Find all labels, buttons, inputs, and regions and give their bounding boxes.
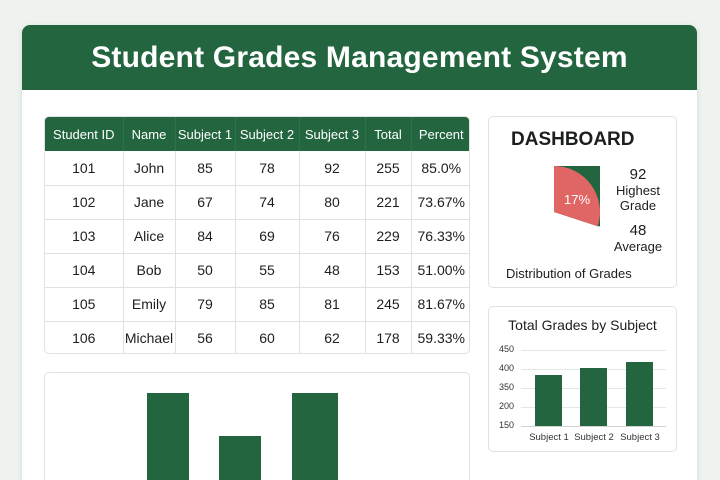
cell-total: 229 xyxy=(365,218,412,253)
y-tick: 350 xyxy=(499,382,515,392)
column-header-name[interactable]: Name xyxy=(123,117,176,151)
average-stat: 48 Average xyxy=(603,222,673,254)
page-title: Student Grades Management System xyxy=(91,40,628,74)
highest-grade-label-line2: Grade xyxy=(619,198,657,213)
cell-subject-1: 56 xyxy=(175,320,236,353)
x-tick: Subject 1 xyxy=(529,432,569,443)
table-row[interactable]: 101 John 85 78 92 255 85.0% xyxy=(45,151,469,185)
cell-subject-1: 85 xyxy=(175,151,236,185)
cell-name: Alice xyxy=(123,218,176,253)
table-row[interactable]: 103 Alice 84 69 76 229 76.33% xyxy=(45,218,469,253)
cell-percent: 59.33% xyxy=(411,320,469,353)
cell-subject-1: 67 xyxy=(175,184,236,219)
table-row[interactable]: 106 Michael 56 60 62 178 59.33% xyxy=(45,320,469,353)
cell-percent: 85.0% xyxy=(421,159,462,176)
dashboard-card: DASHBOARD 17% 83% 92 Highest Grade 48 Av… xyxy=(488,116,677,288)
student-totals-bar-chart xyxy=(44,372,470,480)
x-tick: Subject 2 xyxy=(574,432,614,443)
average-value: 48 xyxy=(629,222,647,239)
bar-subject-2[interactable] xyxy=(580,368,607,426)
cell-subject-3: 62 xyxy=(299,320,366,353)
cell-total: 178 xyxy=(365,320,412,353)
average-label: Average xyxy=(613,239,663,254)
chart-bar[interactable] xyxy=(219,436,261,480)
dashboard-title: DASHBOARD xyxy=(511,129,635,150)
cell-total: 153 xyxy=(365,252,412,287)
highest-grade-label-line1: Highest xyxy=(615,183,661,198)
cell-subject-3: 48 xyxy=(299,252,366,287)
bar-subject-1[interactable] xyxy=(535,375,562,426)
cell-subject-1: 84 xyxy=(175,218,236,253)
pie-slice-17 xyxy=(554,166,600,227)
grade-distribution-pie-chart: 17% 83% xyxy=(508,134,644,258)
cell-name: Bob xyxy=(123,252,176,287)
table-row[interactable]: 105 Emily 79 85 81 245 81.67% xyxy=(45,286,469,321)
cell-student-id: 106 xyxy=(45,320,124,353)
column-header-percent[interactable]: Percent xyxy=(411,117,469,151)
pie-label-83: 83% xyxy=(522,219,549,234)
y-tick: 150 xyxy=(499,420,515,430)
cell-percent: 73.67% xyxy=(411,184,469,219)
app-header: Student Grades Management System xyxy=(22,25,697,90)
total-grades-by-subject-chart: Total Grades by Subject 450 400 350 200 … xyxy=(488,306,677,452)
column-header-student-id[interactable]: Student ID xyxy=(45,117,124,151)
gridline xyxy=(521,350,666,351)
cell-subject-2: 74 xyxy=(235,184,300,219)
cell-name: Emily xyxy=(123,286,176,321)
cell-total: 255 xyxy=(365,151,412,185)
y-tick: 200 xyxy=(499,401,515,411)
cell-percent: 76.33% xyxy=(411,218,469,253)
cell-subject-2: 55 xyxy=(235,252,300,287)
x-axis xyxy=(521,426,666,427)
cell-name: Jane xyxy=(123,184,176,219)
cell-subject-1: 50 xyxy=(175,252,236,287)
y-tick: 450 xyxy=(499,344,515,354)
chart-title: Total Grades by Subject xyxy=(508,317,657,333)
pie-caption: Distribution of Grades xyxy=(506,266,632,281)
cell-student-id: 104 xyxy=(45,252,124,287)
cell-subject-2: 60 xyxy=(235,320,300,353)
column-header-subject-2[interactable]: Subject 2 xyxy=(235,117,300,151)
table-row[interactable]: 102 Jane 67 74 80 221 73.67% xyxy=(45,184,469,219)
chart-bar[interactable] xyxy=(292,393,338,480)
chart-bar[interactable] xyxy=(147,393,189,480)
highest-grade-stat: 92 Highest Grade xyxy=(603,166,673,213)
cell-student-id: 102 xyxy=(45,184,124,219)
column-header-subject-3[interactable]: Subject 3 xyxy=(299,117,366,151)
cell-subject-3: 80 xyxy=(299,184,366,219)
cell-subject-2: 69 xyxy=(235,218,300,253)
cell-student-id: 101 xyxy=(45,151,124,185)
cell-total: 245 xyxy=(365,286,412,321)
x-tick: Subject 3 xyxy=(620,432,660,443)
column-header-subject-1[interactable]: Subject 1 xyxy=(175,117,236,151)
cell-subject-3: 76 xyxy=(299,218,366,253)
cell-student-id: 105 xyxy=(45,286,124,321)
cell-subject-1: 79 xyxy=(175,286,236,321)
column-header-total[interactable]: Total xyxy=(365,117,412,151)
cell-subject-2: 78 xyxy=(235,151,300,185)
table-row[interactable]: 104 Bob 50 55 48 153 51.00% xyxy=(45,252,469,287)
cell-subject-3: 92 xyxy=(299,151,366,185)
cell-percent: 51.00% xyxy=(411,252,469,287)
cell-name: Michael xyxy=(123,320,176,353)
grades-table: Student ID Name Subject 1 Subject 2 Subj… xyxy=(44,116,470,354)
table-header-row: Student ID Name Subject 1 Subject 2 Subj… xyxy=(45,117,469,151)
y-tick: 400 xyxy=(499,363,515,373)
pie-label-17: 17% xyxy=(564,192,591,207)
cell-percent: 81.67% xyxy=(411,286,469,321)
cell-total: 221 xyxy=(365,184,412,219)
highest-grade-value: 92 xyxy=(629,166,647,183)
bar-subject-3[interactable] xyxy=(626,362,653,426)
cell-subject-3: 81 xyxy=(299,286,366,321)
app-window: Student Grades Management System Student… xyxy=(22,25,697,480)
cell-student-id: 103 xyxy=(45,218,124,253)
cell-name: John xyxy=(123,151,176,185)
cell-subject-2: 85 xyxy=(235,286,300,321)
